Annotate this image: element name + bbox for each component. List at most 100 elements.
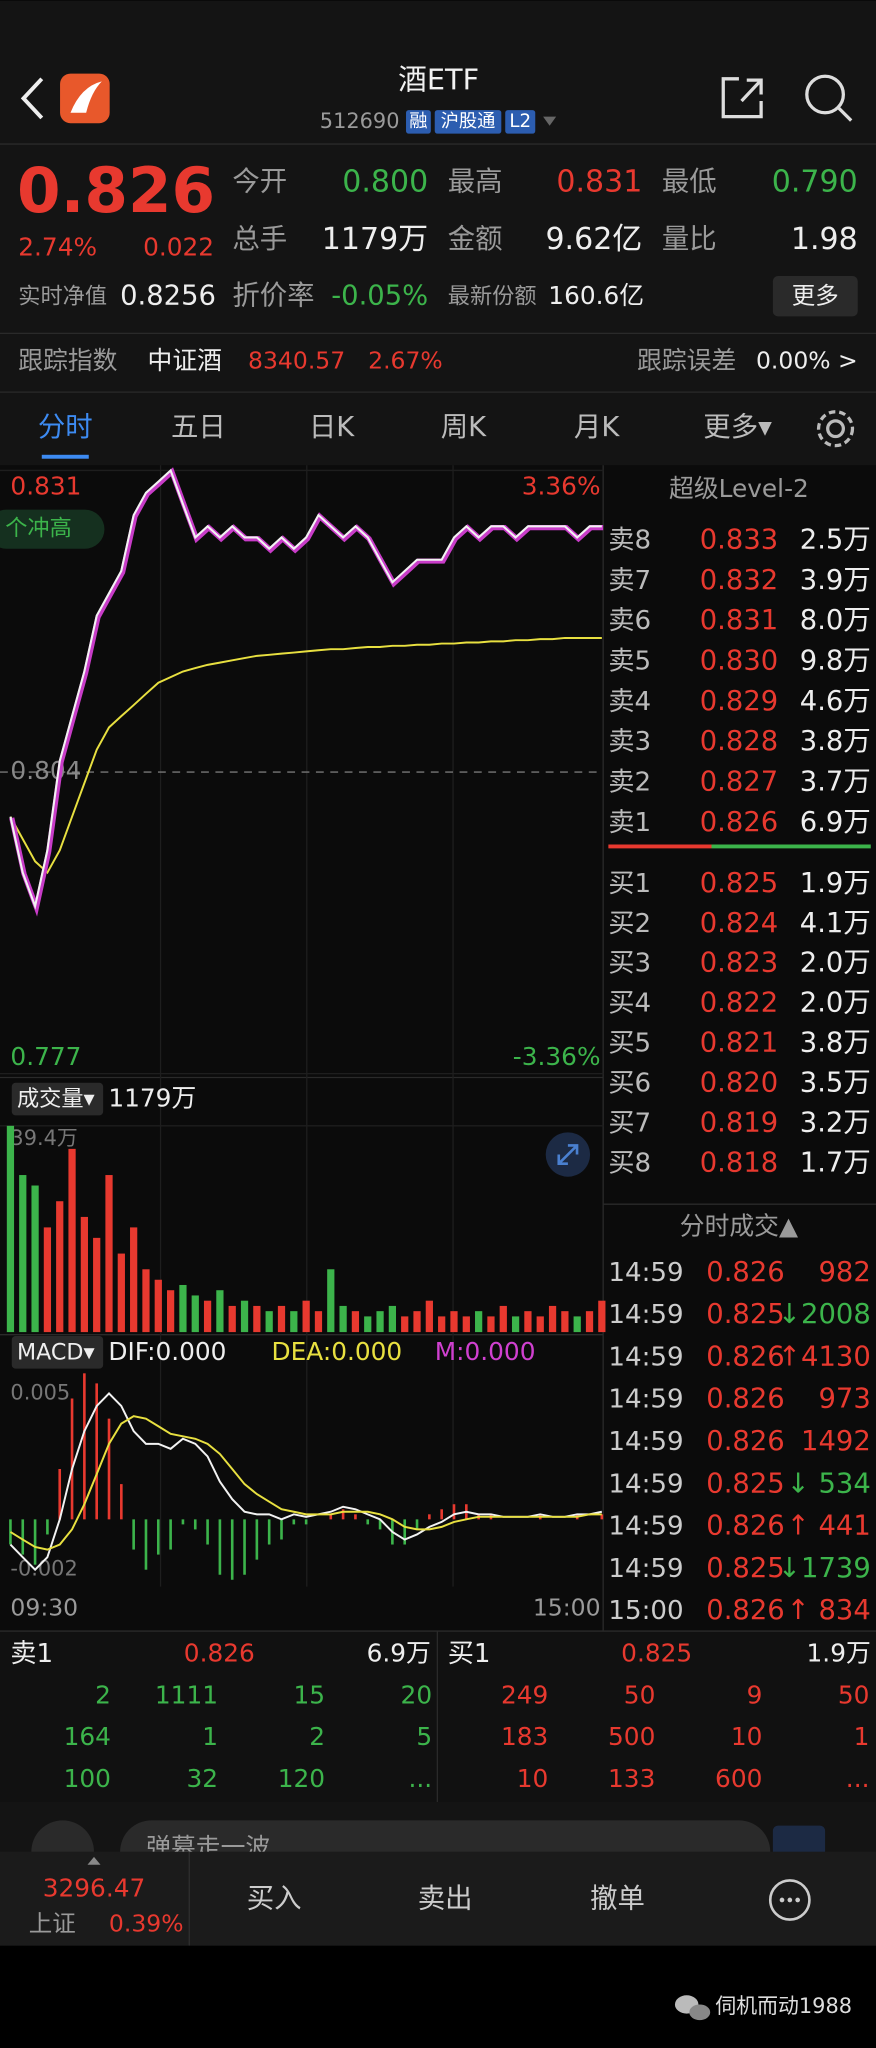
volume-bar: [475, 1311, 483, 1333]
trade-time: 14:59: [608, 1258, 683, 1288]
trade-volume: ↓ 534: [787, 1468, 871, 1499]
book-label: 买6: [608, 1069, 651, 1099]
book-volume: 2.0万: [800, 948, 871, 979]
discount-label: 折价率: [232, 280, 314, 311]
volume-bar: [573, 1316, 581, 1333]
book-volume: 6.9万: [800, 807, 871, 838]
more-label[interactable]: 更多: [792, 281, 839, 309]
menu-button[interactable]: [768, 1879, 811, 1921]
trade-time: 14:59: [608, 1427, 683, 1457]
volume-bar: [105, 1175, 113, 1333]
macd-bar: [267, 1519, 271, 1545]
y-tick-label: 0.777: [10, 1042, 81, 1071]
cancel-button[interactable]: 撤单: [590, 1883, 645, 1914]
tracking-error-label: 跟踪误差: [637, 346, 736, 375]
volume-bar: [376, 1311, 384, 1333]
index-name[interactable]: 上证: [29, 1909, 76, 1937]
trade-volume: ↓1739: [778, 1553, 871, 1584]
level2-title: 超级Level-2: [669, 474, 809, 503]
macd-bar: [156, 1519, 160, 1555]
tab[interactable]: 日K: [309, 412, 355, 443]
stat-label: 最高: [448, 167, 503, 198]
macd-bar: [280, 1519, 283, 1540]
volume-bar: [425, 1300, 433, 1333]
tab[interactable]: 月K: [574, 412, 620, 443]
sell-button[interactable]: 卖出: [418, 1883, 473, 1914]
code: 512690: [320, 109, 400, 133]
volume-bar: [364, 1316, 372, 1333]
volume-bar: [450, 1311, 458, 1333]
book-volume: 3.2万: [800, 1108, 871, 1139]
search-button[interactable]: [805, 74, 853, 122]
index-pct[interactable]: 0.39%: [109, 1909, 184, 1937]
volume-bar: [130, 1227, 138, 1333]
m-label: M:0.000: [435, 1337, 536, 1366]
book-price: 0.825: [700, 868, 778, 899]
tracking-index: 中证酒: [148, 346, 222, 375]
y2-tick-label: 3.36%: [522, 471, 601, 500]
macd-bar: [378, 1519, 382, 1530]
last-price: 0.826: [17, 154, 215, 227]
macd-bar: [600, 1514, 604, 1520]
tab[interactable]: 周K: [441, 412, 487, 443]
trades-title[interactable]: 分时成交▲: [680, 1212, 798, 1241]
stat-value: 0.831: [556, 165, 642, 200]
dif-label: DIF:0.000: [108, 1337, 226, 1366]
tab[interactable]: 分时: [38, 412, 93, 443]
tracking-error[interactable]: 0.00% >: [756, 347, 858, 375]
volume-bar: [511, 1316, 520, 1333]
change-pct: 2.74%: [18, 233, 97, 262]
volume-bar: [240, 1300, 249, 1333]
volume-bar: [68, 1148, 76, 1333]
dea-line: [9, 1415, 602, 1551]
tag: 沪股通: [441, 111, 496, 132]
macd-bar: [366, 1519, 370, 1525]
dropdown[interactable]: [543, 116, 557, 126]
y-tick-label: 0.831: [10, 471, 81, 500]
more-button[interactable]: [772, 275, 858, 317]
queue-cell: 50: [838, 1680, 870, 1709]
book-price: 0.821: [700, 1028, 778, 1059]
back-button[interactable]: [20, 77, 44, 120]
book-label: 买2: [608, 909, 651, 939]
book-label: 卖2: [608, 768, 651, 798]
volume-bar: [228, 1305, 236, 1333]
macd-bar: [206, 1519, 209, 1545]
tracking-label: 跟踪指数: [18, 346, 117, 375]
buy-button[interactable]: 买入: [247, 1883, 302, 1914]
queue-cell: 100: [64, 1764, 111, 1793]
settings-button[interactable]: [816, 410, 855, 448]
book-price: 0.819: [700, 1108, 778, 1139]
queue-cell: ...: [408, 1764, 432, 1793]
volume-bar: [351, 1311, 360, 1333]
nav-label: 实时净值: [18, 283, 107, 309]
book-volume: 9.8万: [800, 645, 871, 676]
queue-cell: 249: [501, 1680, 548, 1709]
macd-bar: [292, 1519, 296, 1525]
price-line: [9, 468, 602, 910]
macd-bar: [304, 1519, 308, 1525]
macd-bar: [341, 1509, 345, 1520]
title: 酒ETF: [398, 62, 479, 96]
trade-time: 14:59: [608, 1300, 683, 1330]
volume-bar: [154, 1279, 162, 1333]
tab[interactable]: 五日: [171, 412, 226, 443]
book-price: 0.829: [700, 686, 778, 717]
indicator-label[interactable]: MACD▾: [17, 1339, 96, 1365]
queue-cell: 2: [95, 1680, 111, 1709]
stat-label: 今开: [232, 167, 287, 198]
index-value[interactable]: 3296.47: [43, 1874, 146, 1903]
tab[interactable]: 更多▾: [703, 412, 772, 443]
index-toggle[interactable]: [87, 1856, 101, 1865]
indicator-button[interactable]: [11, 1082, 104, 1116]
book-price: 0.826: [700, 807, 778, 838]
indicator-label[interactable]: 成交量▾: [17, 1086, 96, 1112]
macd-bar: [9, 1519, 12, 1545]
watermark-icon: [674, 1995, 711, 2021]
queue-cell: 9: [747, 1680, 763, 1709]
queue-cell: 120: [278, 1764, 325, 1793]
share-button[interactable]: [721, 77, 763, 119]
indicator-button[interactable]: [11, 1336, 104, 1369]
queue-cell: 10: [517, 1764, 549, 1793]
